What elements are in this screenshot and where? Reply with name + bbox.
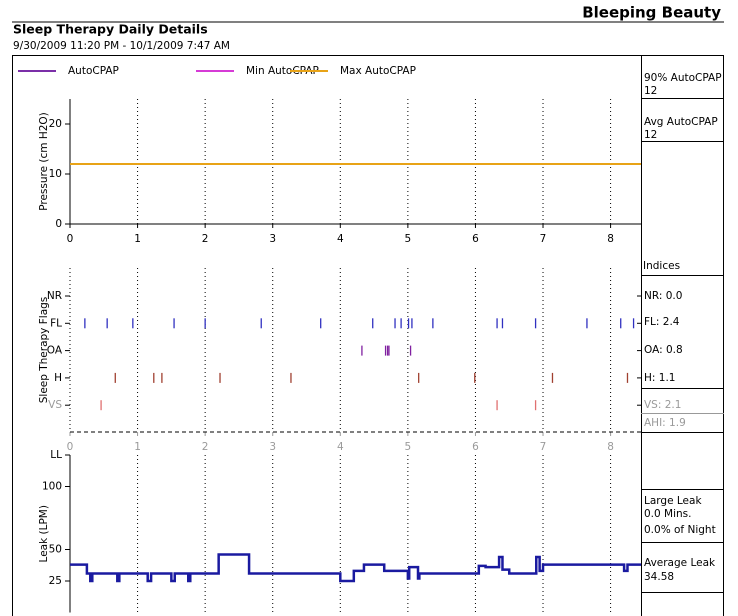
- flag-label: FL: [50, 317, 62, 329]
- stat-label: Avg AutoCPAP: [644, 116, 718, 128]
- flag-label: VS: [48, 399, 62, 411]
- index: OA: 0.8: [644, 344, 683, 356]
- stat-label: 90% AutoCPAP: [644, 72, 722, 84]
- flag-label: OA: [47, 345, 63, 357]
- index: AHI: 1.9: [644, 417, 686, 429]
- y-tick-label: 25: [49, 575, 62, 587]
- report-title: Sleep Therapy Daily Details: [13, 22, 208, 37]
- x-tick-label: 1: [134, 441, 141, 453]
- brand: Bleeping Beauty: [582, 4, 721, 22]
- stat-label: Large Leak: [644, 495, 702, 507]
- y-tick-label: LL: [50, 449, 62, 461]
- legend-label: Min AutoCPAP: [246, 65, 319, 77]
- y-tick-label: 100: [42, 481, 62, 493]
- index: FL: 2.4: [644, 316, 680, 328]
- x-tick-label: 5: [405, 233, 412, 245]
- data-line: [70, 553, 641, 583]
- x-tick-label: 4: [337, 233, 344, 245]
- y-tick-label: 20: [49, 118, 62, 130]
- index: H: 1.1: [644, 372, 675, 384]
- x-tick-label: 4: [337, 441, 344, 453]
- legend-label: AutoCPAP: [68, 65, 119, 77]
- x-tick-label: 8: [607, 233, 614, 245]
- y-axis-label: Sleep Therapy Flags: [38, 297, 50, 404]
- x-tick-label: 1: [134, 233, 141, 245]
- legend-label: Max AutoCPAP: [340, 65, 416, 77]
- indices-title: Indices: [643, 260, 680, 272]
- x-tick-label: 3: [269, 233, 276, 245]
- stat-value: 34.58: [644, 571, 674, 583]
- y-tick-label: 0: [55, 218, 62, 230]
- stat-value: 12: [644, 85, 657, 97]
- x-tick-label: 6: [472, 441, 479, 453]
- report-frame: [12, 55, 724, 616]
- date-range: 9/30/2009 11:20 PM - 10/1/2009 7:47 AM: [13, 40, 230, 52]
- y-axis-label: Pressure (cm H2O): [38, 112, 50, 211]
- x-tick-label: 3: [269, 441, 276, 453]
- flag-label: H: [54, 372, 62, 384]
- x-tick-label: 2: [202, 441, 209, 453]
- x-tick-label: 2: [202, 233, 209, 245]
- stat-label: Average Leak: [644, 557, 716, 569]
- stat-value: 0.0% of Night: [644, 524, 716, 536]
- x-tick-label: 0: [67, 441, 74, 453]
- x-tick-label: 6: [472, 233, 479, 245]
- y-tick-label: 50: [49, 544, 62, 556]
- x-tick-label: 8: [607, 441, 614, 453]
- x-tick-label: 7: [540, 233, 547, 245]
- flag-label: NR: [47, 290, 62, 302]
- stat-value: 12: [644, 129, 657, 141]
- x-tick-label: 5: [405, 441, 412, 453]
- y-tick-label: 10: [49, 168, 62, 180]
- y-axis-label: Leak (LPM): [38, 505, 50, 562]
- x-tick-label: 7: [540, 441, 547, 453]
- index: NR: 0.0: [644, 290, 682, 302]
- index: VS: 2.1: [644, 399, 681, 411]
- stat-value: 0.0 Mins.: [644, 508, 691, 520]
- x-tick-label: 0: [67, 233, 74, 245]
